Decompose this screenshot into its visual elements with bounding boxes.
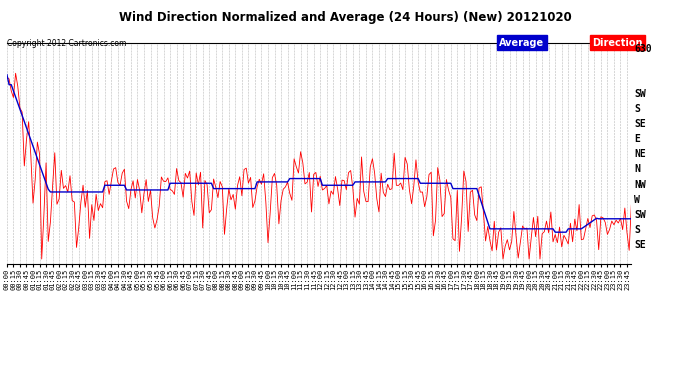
- Text: Direction: Direction: [593, 38, 643, 48]
- Text: Average: Average: [500, 38, 544, 48]
- Text: Copyright 2012 Cartronics.com: Copyright 2012 Cartronics.com: [7, 39, 126, 48]
- Text: Wind Direction Normalized and Average (24 Hours) (New) 20121020: Wind Direction Normalized and Average (2…: [119, 11, 571, 24]
